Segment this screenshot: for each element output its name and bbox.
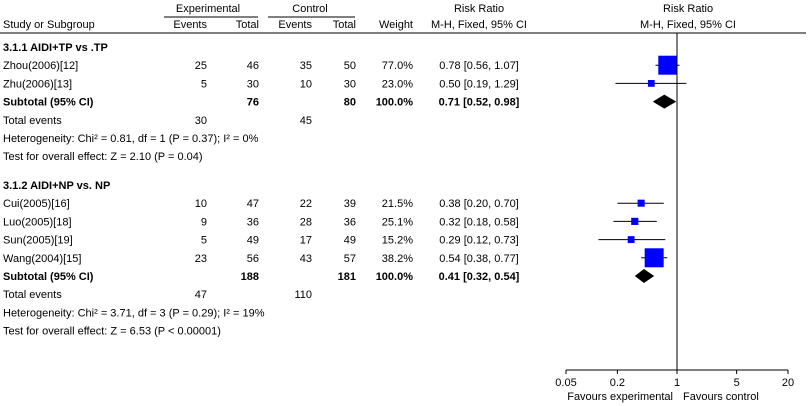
study-ci: 0.54 [0.38, 0.77]	[439, 253, 519, 265]
study-ci: 0.29 [0.12, 0.73]	[439, 235, 519, 247]
study-ci: 0.78 [0.56, 1.07]	[439, 60, 519, 72]
subtotal-total-exp: 188	[241, 271, 259, 283]
study-total-exp: 47	[247, 198, 259, 210]
study-weight: 21.5%	[382, 198, 413, 210]
study-weight-box	[627, 236, 635, 244]
header-col-events-exp: Events	[173, 19, 207, 31]
heterogeneity-text: Heterogeneity: Chi² = 3.71, df = 3 (P = …	[3, 307, 265, 319]
header-col-plot-risk-ratio: Risk Ratio	[663, 3, 713, 15]
subgroup-title: 3.1.1 AIDI+TP vs .TP	[3, 42, 108, 54]
x-axis-tick-label: 20	[782, 377, 794, 389]
overall-effect-text: Test for overall effect: Z = 2.10 (P = 0…	[3, 151, 203, 163]
subtotal-total-exp: 76	[247, 97, 259, 109]
x-axis-tick-label: 0.05	[555, 377, 576, 389]
study-weight: 77.0%	[382, 60, 413, 72]
study-events-exp: 9	[201, 216, 207, 228]
subtotal-diamond	[652, 94, 677, 109]
study-total-exp: 30	[247, 78, 259, 90]
total-events-exp: 47	[195, 289, 207, 301]
subtotal-total-ctrl: 181	[338, 271, 356, 283]
study-name: Zhu(2006)[13]	[3, 78, 72, 90]
total-events-ctrl: 45	[300, 115, 312, 127]
study-weight-box	[647, 80, 655, 87]
header-group-experimental: Experimental	[176, 3, 240, 15]
total-events-label: Total events	[3, 115, 62, 127]
total-events-exp: 30	[195, 115, 207, 127]
study-name: Sun(2005)[19]	[3, 235, 73, 247]
header-group-control: Control	[292, 3, 327, 15]
study-events-ctrl: 35	[300, 60, 312, 72]
study-name: Cui(2005)[16]	[3, 198, 70, 210]
heterogeneity-text: Heterogeneity: Chi² = 0.81, df = 1 (P = …	[3, 133, 259, 145]
header-col-events-ctrl: Events	[278, 19, 312, 31]
header-col-plot-ci: M-H, Fixed, 95% CI	[640, 19, 736, 31]
study-ci: 0.38 [0.20, 0.70]	[439, 198, 519, 210]
subtotal-ci: 0.71 [0.52, 0.98]	[439, 97, 520, 109]
study-events-ctrl: 43	[300, 253, 312, 265]
study-weight-box	[631, 217, 639, 225]
total-events-ctrl: 110	[294, 289, 312, 301]
study-total-exp: 46	[247, 60, 259, 72]
x-axis-tick-label: 5	[734, 377, 740, 389]
study-weight-box	[658, 55, 678, 75]
study-total-exp: 49	[247, 235, 259, 247]
study-events-exp: 5	[201, 78, 207, 90]
study-events-ctrl: 28	[300, 216, 312, 228]
study-events-exp: 23	[195, 253, 207, 265]
study-events-ctrl: 22	[300, 198, 312, 210]
total-events-label: Total events	[3, 289, 62, 301]
study-name: Wang(2004)[15]	[3, 253, 81, 265]
header-col-risk-ratio: Risk Ratio	[454, 3, 504, 15]
header-col-ci: M-H, Fixed, 95% CI	[431, 19, 527, 31]
study-events-ctrl: 17	[300, 235, 312, 247]
x-axis-tick-label: 0.2	[610, 377, 625, 389]
subtotal-diamond	[634, 269, 655, 283]
study-weight: 15.2%	[382, 235, 413, 247]
study-weight-box	[644, 248, 664, 268]
study-total-ctrl: 36	[344, 216, 356, 228]
subtotal-label: Subtotal (95% CI)	[3, 97, 94, 109]
header-col-study: Study or Subgroup	[3, 19, 95, 31]
subtotal-label: Subtotal (95% CI)	[3, 271, 94, 283]
study-ci: 0.32 [0.18, 0.58]	[439, 216, 519, 228]
subgroup-title: 3.1.2 AIDI+NP vs. NP	[3, 180, 110, 192]
subtotal-weight: 100.0%	[376, 97, 414, 109]
study-weight-box	[637, 199, 645, 207]
study-name: Zhou(2006)[12]	[3, 60, 78, 72]
study-total-exp: 56	[247, 253, 259, 265]
x-axis-tick-label: 1	[674, 377, 680, 389]
favours-right-label: Favours control	[683, 391, 759, 403]
study-total-ctrl: 50	[344, 60, 356, 72]
study-total-ctrl: 30	[344, 78, 356, 90]
study-total-ctrl: 57	[344, 253, 356, 265]
study-total-ctrl: 39	[344, 198, 356, 210]
subtotal-weight: 100.0%	[376, 271, 414, 283]
study-total-ctrl: 49	[344, 235, 356, 247]
study-total-exp: 36	[247, 216, 259, 228]
study-events-exp: 25	[195, 60, 207, 72]
overall-effect-text: Test for overall effect: Z = 6.53 (P < 0…	[3, 326, 221, 338]
study-events-exp: 5	[201, 235, 207, 247]
study-name: Luo(2005)[18]	[3, 216, 72, 228]
study-events-exp: 10	[195, 198, 207, 210]
study-ci: 0.50 [0.19, 1.29]	[439, 78, 519, 90]
header-col-weight: Weight	[379, 19, 413, 31]
study-weight: 23.0%	[382, 78, 413, 90]
study-events-ctrl: 10	[300, 78, 312, 90]
header-col-total-ctrl: Total	[333, 19, 356, 31]
subtotal-ci: 0.41 [0.32, 0.54]	[439, 271, 520, 283]
subtotal-total-ctrl: 80	[344, 97, 356, 109]
header-col-total-exp: Total	[236, 19, 259, 31]
favours-left-label: Favours experimental	[567, 391, 673, 403]
study-weight: 25.1%	[382, 216, 413, 228]
study-weight: 38.2%	[382, 253, 413, 265]
